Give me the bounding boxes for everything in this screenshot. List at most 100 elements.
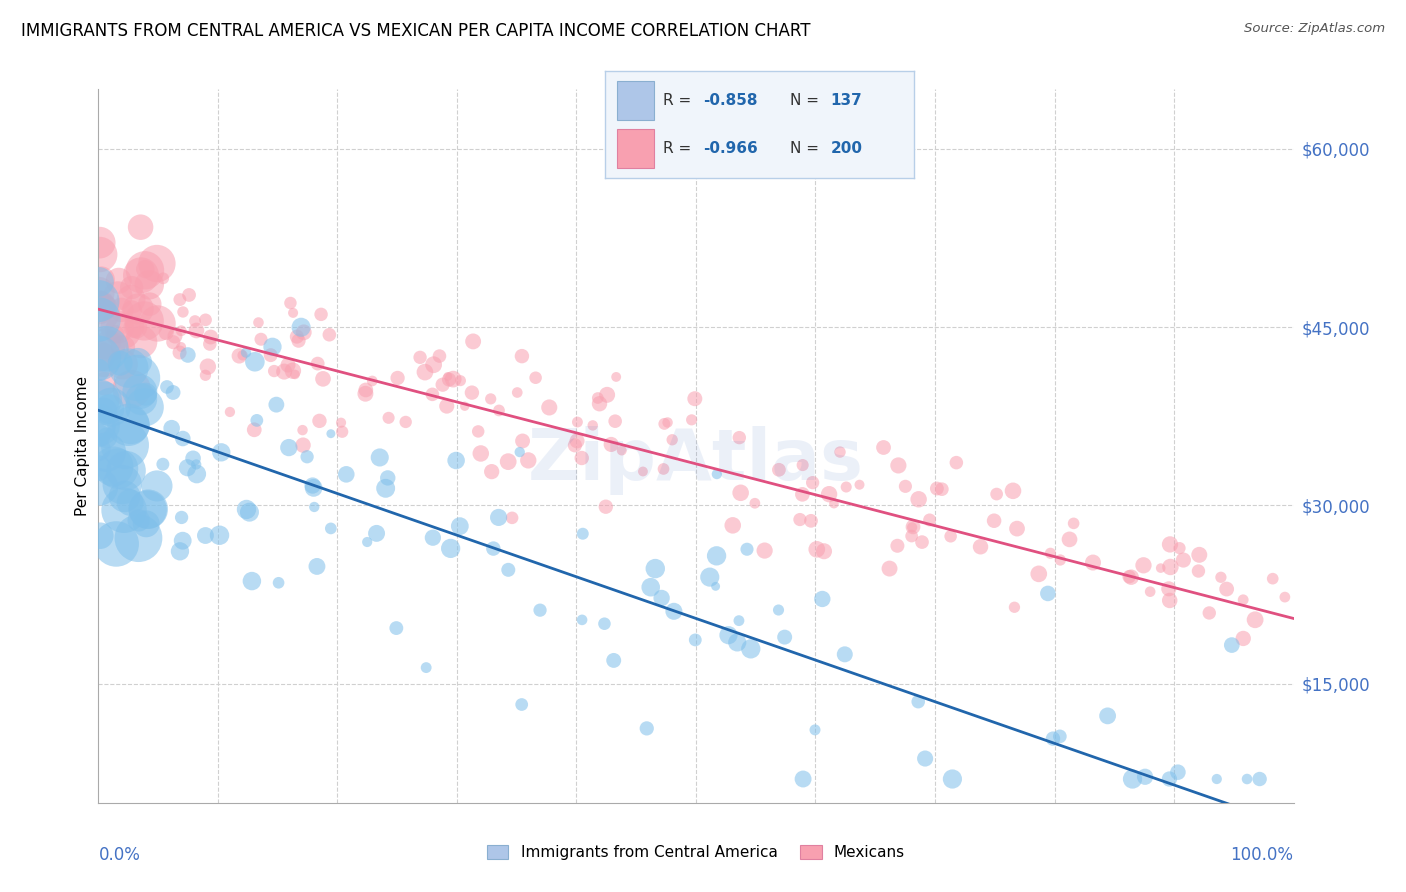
Point xyxy=(510,349,533,363)
Point xyxy=(728,614,751,628)
Point xyxy=(1049,553,1071,567)
Point xyxy=(1005,522,1028,536)
Point xyxy=(128,513,150,527)
Point xyxy=(564,438,586,452)
Point xyxy=(1036,586,1059,600)
Point xyxy=(319,426,342,441)
Point xyxy=(441,372,464,386)
Point xyxy=(823,497,845,511)
Point xyxy=(387,371,409,385)
Point xyxy=(280,296,302,310)
Point xyxy=(449,519,471,533)
Point xyxy=(156,380,179,394)
Point xyxy=(160,421,183,435)
Point xyxy=(730,485,752,500)
Point xyxy=(89,480,111,494)
Point xyxy=(811,591,834,606)
Point xyxy=(170,324,193,338)
Point xyxy=(1049,730,1071,744)
Point xyxy=(914,751,936,765)
Point xyxy=(330,416,353,430)
Point xyxy=(894,479,917,493)
Point xyxy=(422,531,444,545)
Text: R =: R = xyxy=(664,93,696,108)
Point xyxy=(281,306,304,320)
Point xyxy=(162,385,184,400)
Point xyxy=(87,442,110,456)
Point xyxy=(488,510,510,524)
Point xyxy=(501,511,523,525)
Point xyxy=(87,461,110,475)
Text: 200: 200 xyxy=(831,141,862,156)
Point xyxy=(96,445,118,459)
Point xyxy=(285,329,308,343)
Point xyxy=(467,425,489,439)
Point xyxy=(155,326,177,340)
Point xyxy=(437,372,460,386)
Point xyxy=(90,273,112,287)
Point xyxy=(600,437,623,451)
Point xyxy=(605,370,627,384)
Point xyxy=(496,455,519,469)
Point xyxy=(93,376,115,391)
Point xyxy=(685,632,707,647)
Point xyxy=(529,603,551,617)
Point xyxy=(172,305,194,319)
Point xyxy=(368,450,391,465)
Point xyxy=(1261,572,1284,586)
Point xyxy=(87,285,110,300)
Point xyxy=(152,457,174,471)
Point xyxy=(683,392,706,406)
Point xyxy=(87,351,110,366)
Point xyxy=(200,330,222,344)
Point xyxy=(901,520,924,534)
Point xyxy=(571,526,593,541)
Point xyxy=(152,271,174,285)
Point xyxy=(90,420,112,434)
Point xyxy=(482,541,505,556)
Point xyxy=(901,520,924,534)
Point xyxy=(194,313,217,327)
Point xyxy=(146,256,169,270)
Point xyxy=(295,450,318,464)
Point xyxy=(588,397,610,411)
Point xyxy=(90,305,112,319)
Point xyxy=(301,478,323,492)
Point xyxy=(582,418,605,433)
Point xyxy=(488,403,510,417)
Point xyxy=(939,529,962,543)
Point xyxy=(246,413,269,427)
Point xyxy=(136,502,159,516)
Point xyxy=(111,324,134,338)
Point xyxy=(129,334,152,349)
Point xyxy=(1059,533,1081,547)
Point xyxy=(163,329,186,343)
Point xyxy=(194,528,217,542)
Point xyxy=(879,561,901,575)
Point xyxy=(1167,765,1189,780)
Point xyxy=(1097,709,1119,723)
Point xyxy=(114,438,136,452)
Point xyxy=(509,445,531,459)
Point xyxy=(1173,553,1195,567)
Point xyxy=(127,371,149,385)
Point xyxy=(510,698,533,712)
Point xyxy=(907,492,929,507)
Point xyxy=(169,293,191,307)
Point xyxy=(813,544,835,558)
Point xyxy=(93,404,115,418)
Point xyxy=(263,364,285,378)
Point xyxy=(654,417,676,431)
Point xyxy=(662,604,685,618)
Point xyxy=(461,385,484,400)
Point xyxy=(87,417,110,432)
Point xyxy=(129,268,152,283)
Point xyxy=(87,428,110,442)
Point xyxy=(983,514,1005,528)
Point xyxy=(330,425,353,439)
Point xyxy=(134,314,156,328)
Point xyxy=(89,294,111,309)
Point xyxy=(232,348,254,362)
Point xyxy=(728,431,751,445)
Point xyxy=(911,535,934,549)
